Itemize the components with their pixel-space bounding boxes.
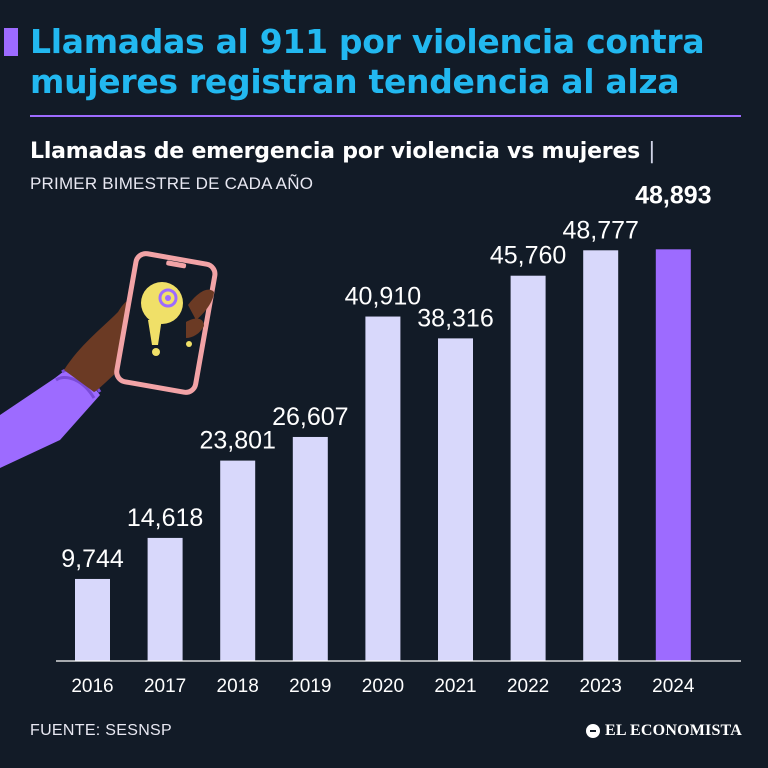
bar-label-2023: 48,777: [562, 216, 638, 244]
bar-label-2017: 14,618: [127, 504, 203, 532]
bar-label-2022: 45,760: [490, 242, 566, 270]
bar-label-2024: 48,893: [635, 181, 711, 209]
bar-label-2020: 40,910: [345, 283, 421, 311]
bar-2022: [510, 275, 546, 661]
x-tick-2021: 2021: [434, 676, 476, 697]
x-tick-2023: 2023: [580, 676, 622, 697]
bar-2017: [147, 537, 183, 661]
brand-icon: [586, 724, 600, 738]
x-tick-2018: 2018: [217, 676, 259, 697]
chart-title: Llamadas de emergencia por violencia vs …: [30, 138, 656, 166]
accent-bar: [4, 28, 18, 56]
x-tick-2022: 2022: [507, 676, 549, 697]
bar-2016: [75, 578, 110, 661]
page-title: Llamadas al 911 por violencia contra muj…: [30, 22, 705, 101]
x-tick-2019: 2019: [289, 676, 331, 697]
source-note: FUENTE: SESNSP: [30, 722, 173, 739]
x-tick-2020: 2020: [362, 676, 404, 697]
x-tick-2024: 2024: [652, 676, 695, 697]
bar-2024: [655, 249, 691, 662]
bar-label-2016: 9,744: [61, 545, 124, 573]
bar-label-2021: 38,316: [417, 304, 493, 332]
exclamation-icon: [148, 318, 162, 345]
bar-label-2019: 26,607: [272, 403, 348, 431]
x-tick-2017: 2017: [144, 676, 186, 697]
brand-name: EL ECONOMISTA: [605, 722, 742, 739]
chart-subtitle: PRIMER BIMESTRE DE CADA AÑO: [30, 174, 314, 193]
bar-2018: [220, 460, 256, 661]
chart-title-separator: |: [648, 139, 656, 164]
brand-logo: EL ECONOMISTA: [586, 722, 742, 740]
bar-2019: [292, 436, 328, 661]
x-tick-2016: 2016: [71, 676, 113, 697]
bar-2021: [438, 338, 473, 661]
hand-holding-phone-icon: [0, 251, 218, 468]
chart-title-text: Llamadas de emergencia por violencia vs …: [30, 139, 641, 164]
bar-2023: [583, 250, 619, 661]
x-tick-labels-group: 2016 2017 2018 2019 2020 2021 2022 2023 2024: [71, 676, 695, 697]
bar-label-2018: 23,801: [199, 427, 275, 455]
bar-2020: [365, 316, 401, 661]
bars-group: [75, 249, 691, 662]
phone-call-icon: [158, 288, 178, 308]
title-divider: [30, 115, 741, 117]
